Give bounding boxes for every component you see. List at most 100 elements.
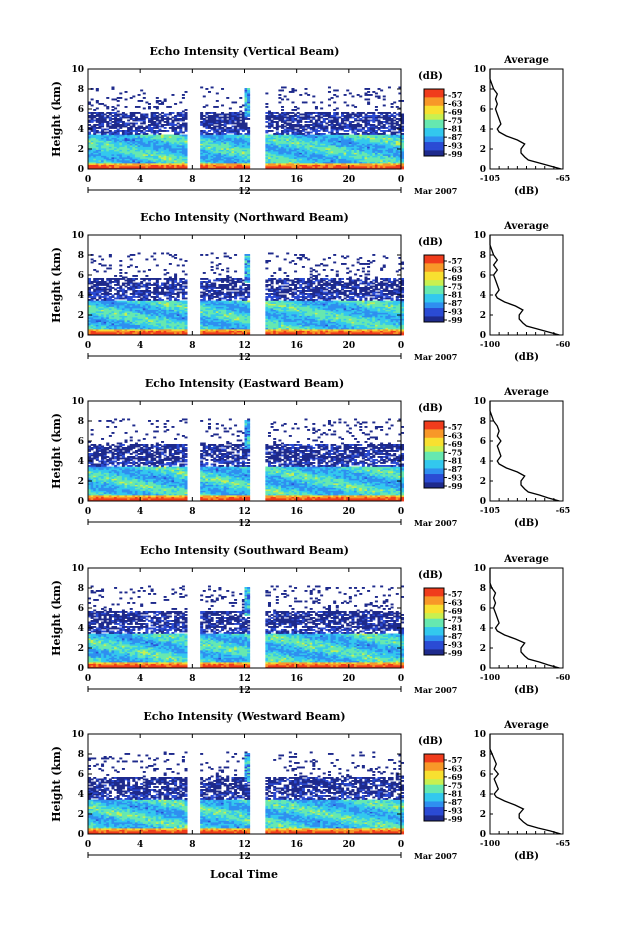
colorbar-tick-label: -75: [448, 780, 462, 790]
panel-4: Echo Intensity (Westward Beam) 0 2 4 6 8 10 Hei…: [50, 710, 570, 862]
colorbar-tick-label: -93: [448, 473, 463, 483]
colorbar: [423, 254, 445, 323]
y-tick-label: 0: [78, 497, 84, 507]
colorbar-unit: (dB): [418, 71, 443, 82]
average-y-tick-label: 8: [480, 750, 486, 760]
day-mark-label: 12: [238, 353, 251, 363]
panel-title: Echo Intensity (Southward Beam): [140, 544, 349, 557]
x-tick-label: 16: [290, 507, 303, 517]
average-y-tick-label: 4: [480, 291, 486, 301]
y-tick-label: 2: [78, 145, 84, 155]
date-label: Mar 2007: [414, 851, 457, 861]
x-tick-label: 12: [238, 341, 251, 351]
panel-title: Echo Intensity (Eastward Beam): [145, 377, 344, 390]
average-x-tick-label: -65: [556, 838, 570, 848]
average-x-label: (dB): [514, 186, 539, 197]
x-tick-label: 20: [343, 840, 356, 850]
x-tick-label: 8: [189, 507, 195, 517]
colorbar-tick-label: -69: [448, 439, 463, 449]
average-frame: [489, 733, 564, 835]
colorbar-tick-label: -63: [448, 430, 463, 440]
x-axis-title: Local Time: [210, 868, 278, 881]
date-label: Mar 2007: [414, 518, 457, 528]
average-y-tick-label: 0: [480, 165, 486, 175]
day-mark-label: 12: [238, 686, 251, 696]
panel-3: Echo Intensity (Southward Beam) 0 2 4 6 8 10 He…: [50, 544, 571, 696]
colorbar-tick-label: -93: [448, 307, 463, 317]
x-tick-label: 20: [343, 175, 356, 185]
average-x-label: (dB): [514, 685, 539, 696]
x-tick-label: 8: [189, 674, 195, 684]
colorbar-tick-label: -81: [448, 124, 462, 134]
y-tick-label: 4: [78, 624, 84, 634]
x-tick-label: 0: [85, 840, 91, 850]
x-tick-label: 12: [238, 175, 251, 185]
colorbar-tick-label: -81: [448, 623, 462, 633]
y-tick-label: 6: [78, 105, 84, 115]
date-label: Mar 2007: [414, 352, 457, 362]
colorbar-tick-label: -75: [448, 447, 462, 457]
colorbar-tick-label: -57: [448, 256, 462, 266]
colorbar-unit: (dB): [418, 403, 443, 414]
colorbar-tick-label: -57: [448, 755, 462, 765]
average-profile-line: [489, 235, 560, 336]
colorbar-tick-label: -99: [448, 315, 463, 325]
x-tick-label: 0: [398, 341, 404, 351]
x-tick-label: 8: [189, 341, 195, 351]
x-tick-label: 0: [398, 175, 404, 185]
x-tick-label: 16: [290, 674, 303, 684]
average-x-tick-label: -65: [556, 505, 570, 515]
panel-1: Echo Intensity (Northward Beam) 0 2 4 6 8 10 He…: [50, 211, 571, 363]
x-tick-label: 12: [238, 674, 251, 684]
average-y-tick-label: 10: [473, 231, 486, 241]
y-tick-label: 0: [78, 830, 84, 840]
colorbar-tick-label: -81: [448, 456, 462, 466]
echo-heatmap: [88, 418, 405, 502]
y-tick-label: 4: [78, 125, 84, 135]
colorbar-tick-label: -63: [448, 264, 463, 274]
colorbar-tick-label: -69: [448, 606, 463, 616]
y-tick-label: 10: [71, 564, 84, 574]
average-y-tick-label: 2: [480, 477, 486, 487]
y-tick-label: 0: [78, 331, 84, 341]
colorbar-unit: (dB): [418, 736, 443, 747]
x-tick-label: 0: [85, 341, 91, 351]
x-tick-label: 0: [85, 175, 91, 185]
average-y-tick-label: 8: [480, 85, 486, 95]
x-tick-label: 16: [290, 840, 303, 850]
y-axis-label: Height (km): [50, 746, 63, 822]
panel-title: Echo Intensity (Westward Beam): [143, 710, 345, 723]
x-tick-label: 0: [398, 840, 404, 850]
average-x-tick-label: -105: [480, 173, 500, 183]
x-tick-label: 20: [343, 674, 356, 684]
y-tick-label: 2: [78, 477, 84, 487]
average-title: Average: [503, 554, 549, 565]
average-profile-line: [489, 69, 562, 170]
y-tick-label: 8: [78, 417, 84, 427]
average-frame: [489, 68, 564, 170]
colorbar-tick-label: -57: [448, 589, 462, 599]
colorbar: [423, 753, 445, 822]
average-y-tick-label: 0: [480, 497, 486, 507]
colorbar-tick-label: -57: [448, 422, 462, 432]
colorbar-tick-label: -99: [448, 481, 463, 491]
average-x-label: (dB): [514, 851, 539, 862]
colorbar-tick-label: -69: [448, 107, 463, 117]
colorbar-tick-label: -57: [448, 90, 462, 100]
average-y-tick-label: 0: [480, 664, 486, 674]
colorbar-tick-label: -81: [448, 290, 462, 300]
x-tick-label: 16: [290, 341, 303, 351]
y-tick-label: 2: [78, 644, 84, 654]
average-x-tick-label: -105: [480, 505, 500, 515]
y-tick-label: 4: [78, 790, 84, 800]
colorbar-tick-label: -75: [448, 614, 462, 624]
panel-title: Echo Intensity (Northward Beam): [140, 211, 349, 224]
y-tick-label: 4: [78, 457, 84, 467]
average-y-tick-label: 8: [480, 417, 486, 427]
x-tick-label: 20: [343, 341, 356, 351]
panel-2: Echo Intensity (Eastward Beam) 0 2 4 6 8 10 Hei…: [50, 377, 570, 529]
average-frame: [489, 234, 564, 336]
average-x-label: (dB): [514, 352, 539, 363]
average-y-tick-label: 4: [480, 457, 486, 467]
average-y-tick-label: 10: [473, 730, 486, 740]
